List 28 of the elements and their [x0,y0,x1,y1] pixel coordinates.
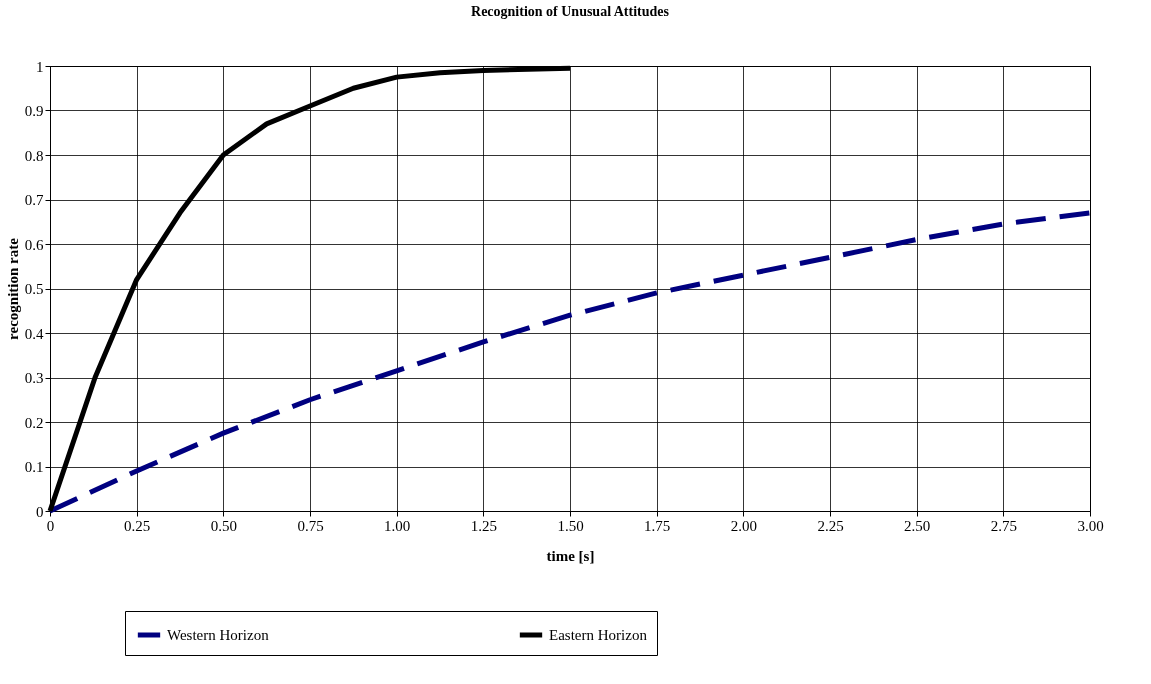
y-tick-label: 0.4 [24,325,44,342]
y-tick-label: 0.9 [24,103,44,119]
legend-label: Western Horizon [167,627,270,643]
y-tick-label: 0.5 [24,281,44,297]
x-tick-label: 2.25 [817,517,844,534]
x-tick-label: 2.50 [904,517,931,534]
x-tick-label: 0.75 [297,517,324,534]
chart-title: Recognition of Unusual Attitudes [471,4,670,19]
y-axis-title: recognition rate [4,237,21,340]
x-tick-label: 2.75 [990,517,1017,534]
y-tick-label: 0.2 [24,414,44,431]
x-tick-label: 1.75 [644,517,671,534]
y-tick-label: 0.1 [24,459,44,475]
y-tick-label: 0 [36,503,44,520]
x-tick-label: 0.50 [210,517,237,534]
x-tick-label: 2.00 [730,517,757,534]
x-tick-label: 1.00 [384,517,411,534]
y-tick-label: 0.8 [24,147,44,164]
x-tick-label: 0.25 [124,517,151,534]
y-tick-label: 0.3 [24,370,44,386]
x-axis-title: time [s] [546,547,595,564]
y-tick-label: 1 [36,58,44,75]
x-tick-label: 3.00 [1077,517,1104,534]
x-tick-label: 1.50 [557,517,584,534]
legend-label: Eastern Horizon [549,627,648,643]
y-tick-label: 0.7 [24,192,44,208]
y-tick-label: 0.6 [24,236,44,253]
x-tick-label: 1.25 [470,517,497,534]
